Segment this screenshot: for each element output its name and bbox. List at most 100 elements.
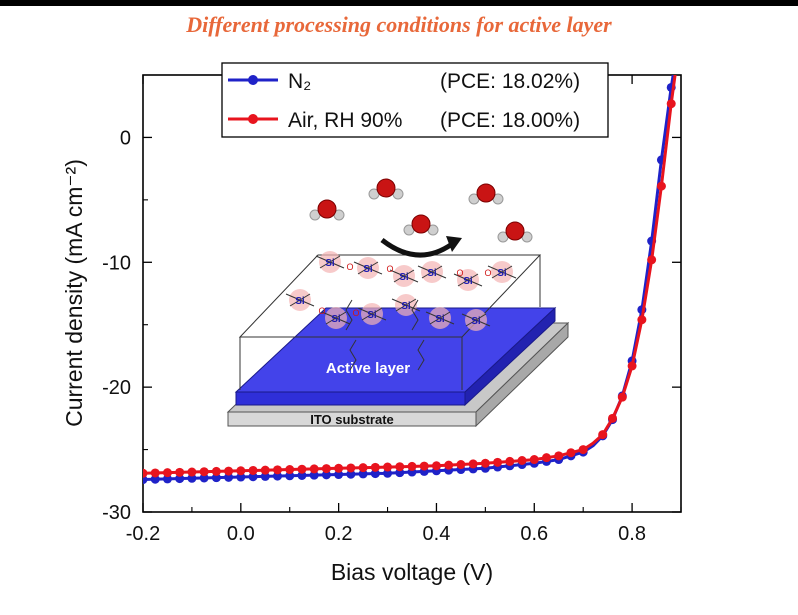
data-point — [383, 468, 393, 478]
active-layer-front-face — [235, 391, 466, 406]
si-atom-label: Si — [325, 258, 335, 269]
data-point — [236, 466, 246, 476]
page-title: Different processing conditions for acti… — [186, 12, 612, 37]
curved-arrow-head — [446, 236, 462, 252]
data-point — [666, 99, 676, 109]
si-atom-label: Si — [367, 310, 377, 321]
data-point — [578, 445, 588, 455]
y-tick-label: -30 — [102, 502, 131, 524]
oxygen-atom — [376, 178, 396, 198]
data-point — [647, 255, 657, 265]
data-point — [358, 463, 368, 473]
legend-box — [221, 62, 609, 138]
data-point — [260, 471, 270, 481]
oxygen-atom — [317, 199, 337, 219]
data-point — [346, 469, 356, 479]
data-point — [554, 451, 564, 461]
x-tick-label: 0.4 — [423, 523, 451, 545]
data-point — [224, 472, 234, 482]
molecule-bond — [289, 293, 311, 307]
x-tick-label: 0.2 — [325, 523, 353, 545]
data-point — [162, 474, 172, 484]
molecule-bond — [357, 261, 379, 275]
data-point — [517, 455, 527, 465]
data-point — [211, 473, 221, 483]
si-atom-label: Si — [435, 314, 445, 325]
data-point — [505, 456, 515, 466]
data-point — [187, 467, 197, 477]
o-atom-label: O — [318, 306, 325, 316]
alkyl-chain — [345, 299, 353, 331]
alkyl-chain — [411, 299, 419, 331]
water-molecules — [309, 178, 533, 243]
si-atom-label: Si — [497, 268, 507, 279]
data-point — [162, 468, 172, 478]
data-point — [211, 466, 221, 476]
data-point — [199, 473, 209, 483]
data-point — [309, 470, 319, 480]
data-point — [346, 463, 356, 473]
active-layer-label: Active layer — [326, 360, 410, 377]
data-point — [617, 392, 627, 402]
data-point — [637, 315, 647, 325]
o-atom-label: O — [386, 264, 393, 274]
data-point — [395, 462, 405, 472]
x-tick-label: 0.0 — [227, 523, 255, 545]
data-point — [285, 471, 295, 481]
data-point — [598, 430, 608, 440]
o-atom-label: O — [484, 268, 491, 278]
data-point — [309, 464, 319, 474]
data-point — [297, 470, 307, 480]
legend-pce-n2: (PCE: 18.02%) — [440, 70, 580, 93]
top-border-bar — [0, 0, 798, 6]
data-point — [236, 472, 246, 482]
molecule-bond — [421, 265, 443, 279]
x-tick-label: 0.8 — [618, 523, 646, 545]
si-atom-label: Si — [401, 301, 411, 312]
legend-label-n2: N₂ — [288, 70, 311, 93]
oxygen-atom — [476, 183, 496, 203]
x-tick-label: -0.2 — [126, 523, 160, 545]
molecule-bond — [395, 298, 417, 312]
data-point — [529, 455, 539, 465]
si-atom-label: Si — [471, 316, 481, 327]
legend-pce-air: (PCE: 18.00%) — [440, 109, 580, 132]
data-point — [334, 470, 344, 480]
active-layer-side-face — [464, 306, 556, 407]
data-point — [297, 464, 307, 474]
o-atom-label: O — [346, 262, 353, 272]
substrate-side-face — [475, 321, 569, 428]
data-point — [321, 470, 331, 480]
data-point — [248, 465, 258, 475]
legend-label-air: Air, RH 90% — [288, 109, 402, 132]
data-point — [143, 468, 148, 478]
data-point — [187, 473, 197, 483]
data-point — [493, 457, 503, 467]
data-point — [656, 181, 666, 191]
transparent-box — [238, 254, 542, 390]
device-inset-illustration: ITO substrate Active layer Si Si Si Si Si Si S… — [226, 178, 570, 428]
data-point — [627, 361, 637, 371]
data-point — [383, 462, 393, 472]
si-atom-label: Si — [331, 314, 341, 325]
si-atom-label: Si — [363, 264, 373, 275]
si-atom-label: Si — [463, 276, 473, 287]
legend-marker-n2 — [248, 75, 258, 85]
molecule-bond — [319, 255, 341, 269]
data-point — [273, 471, 282, 481]
data-point — [566, 448, 576, 458]
si-atom-label: Si — [427, 268, 437, 279]
axis-tick-labels: -0.2 0.0 0.2 0.4 0.6 0.8 -30 -20 -10 0 — [102, 127, 646, 545]
series-air — [143, 75, 677, 478]
data-point — [542, 453, 551, 463]
data-point — [248, 472, 258, 482]
y-tick-label: 0 — [120, 127, 131, 149]
data-point — [358, 469, 368, 479]
data-point — [334, 463, 344, 473]
si-atom-label: Si — [399, 272, 409, 283]
alkyl-chain — [417, 339, 425, 371]
data-point — [431, 461, 441, 471]
data-point — [273, 465, 282, 475]
